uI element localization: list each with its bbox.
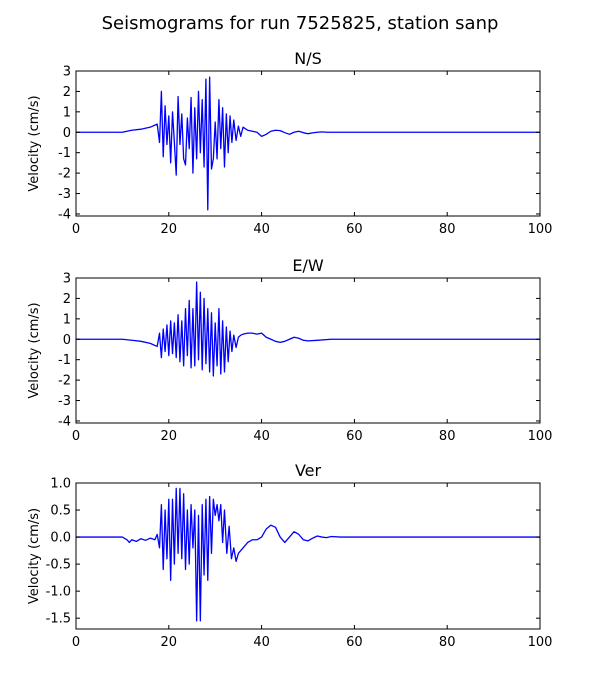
x-tick-label: 20 (161, 429, 178, 444)
x-tick-label: 80 (439, 222, 456, 237)
y-tick-label: -3 (58, 187, 71, 202)
x-tick-label: 60 (346, 635, 363, 650)
y-tick-label: 3 (63, 272, 71, 287)
x-tick-label: 20 (161, 222, 178, 237)
y-tick-label: 0 (63, 126, 71, 141)
y-tick-label: -3 (58, 394, 71, 409)
y-tick-label: 0.0 (50, 531, 71, 546)
seismogram-trace-ver (76, 487, 540, 622)
y-tick-label: 1 (63, 105, 71, 120)
panel-ew: E/W Velocity (cm/s) 0 20 40 60 80 100 -4 -3 -2 -1 0 1… (27, 256, 552, 444)
x-tick-label: 0 (72, 429, 80, 444)
y-tick-label: -4 (58, 207, 71, 222)
panel-title-ns: N/S (294, 49, 322, 68)
y-axis-label-ew: Velocity (cm/s) (27, 302, 42, 398)
x-tick-label: 0 (72, 635, 80, 650)
plot-frame-ew (75, 277, 541, 424)
y-tick-label: -1.5 (46, 612, 71, 627)
y-tick-label: -1.0 (46, 585, 71, 600)
x-tick-label: 80 (439, 429, 456, 444)
y-tick-label: -2 (58, 374, 71, 389)
x-tick-label: 100 (528, 429, 553, 444)
y-axis-label-ver: Velocity (cm/s) (27, 508, 42, 604)
seismogram-trace-ns (76, 76, 540, 211)
y-tick-label: 0.5 (50, 504, 71, 519)
y-tick-label: -1 (58, 353, 71, 368)
plot-frame-ver (75, 482, 541, 630)
x-tick-label: 60 (346, 222, 363, 237)
y-tick-label: -4 (58, 414, 71, 429)
x-tick-label: 40 (253, 635, 270, 650)
x-tick-label: 100 (528, 222, 553, 237)
seismogram-trace-ew (76, 281, 540, 377)
x-tick-label: 20 (161, 635, 178, 650)
panel-title-ew: E/W (292, 256, 324, 275)
x-tick-label: 0 (72, 222, 80, 237)
x-tick-label: 40 (253, 429, 270, 444)
y-tick-label: -1 (58, 146, 71, 161)
panel-title-ver: Ver (295, 461, 322, 480)
y-tick-label: 2 (63, 292, 71, 307)
plot-frame-ns (75, 70, 541, 217)
x-tick-label: 100 (528, 635, 553, 650)
y-tick-label: -2 (58, 167, 71, 182)
y-tick-label: 1.0 (50, 477, 71, 492)
y-tick-label: -0.5 (46, 558, 71, 573)
figure-title: Seismograms for run 7525825, station san… (102, 13, 499, 34)
x-tick-label: 40 (253, 222, 270, 237)
y-tick-label: 3 (63, 65, 71, 80)
panel-ver: Ver Velocity (cm/s) 0 20 40 60 80 100 1.0 0.5 0.0 -… (27, 461, 552, 650)
x-tick-label: 60 (346, 429, 363, 444)
y-tick-label: 1 (63, 312, 71, 327)
y-tick-label: 0 (63, 333, 71, 348)
panel-ns: N/S Velocity (cm/s) 0 20 40 60 80 100 -4 -3 -2 -1 0 1… (27, 49, 552, 237)
y-tick-label: 2 (63, 85, 71, 100)
x-tick-label: 80 (439, 635, 456, 650)
y-axis-label-ns: Velocity (cm/s) (27, 95, 42, 191)
